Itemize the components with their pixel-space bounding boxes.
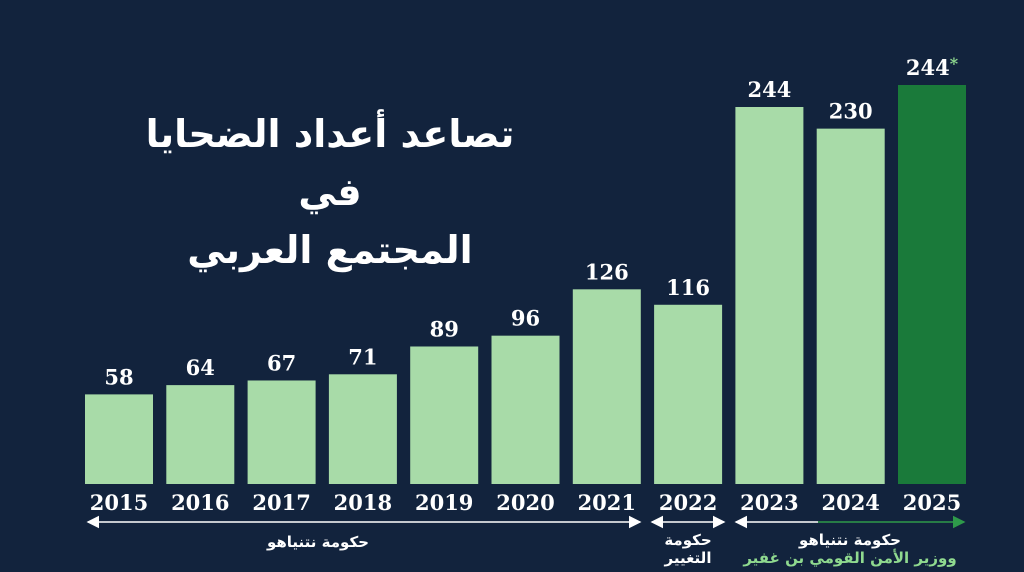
value-label-2025: 244*	[906, 54, 959, 80]
value-label-2017: 67	[267, 350, 296, 375]
bar-2025	[898, 85, 966, 484]
period-sublabel-3: ووزير الأمن القومي بن غفير	[742, 549, 956, 567]
x-tick-2024: 2024	[821, 490, 879, 515]
period-label-2-line-1: حكومة	[664, 531, 711, 549]
period-label-3: حكومة نتنياهو	[798, 531, 901, 549]
x-tick-2016: 2016	[171, 490, 229, 515]
value-label-2023: 244	[747, 77, 791, 102]
asterisk-marker: *	[950, 54, 959, 73]
value-label-2024: 230	[829, 99, 873, 124]
x-tick-2015: 2015	[90, 490, 148, 515]
x-tick-2025: 2025	[903, 490, 961, 515]
x-tick-2021: 2021	[578, 490, 636, 515]
bar-2021	[572, 289, 641, 484]
bar-2024	[816, 128, 885, 484]
value-label-2019: 89	[430, 316, 459, 341]
x-tick-2019: 2019	[415, 490, 473, 515]
bar-2023	[735, 107, 804, 484]
value-label-2020: 96	[511, 306, 540, 331]
period-label-1: حكومة نتنياهو	[266, 533, 369, 551]
value-label-2018: 71	[348, 344, 377, 369]
x-tick-2018: 2018	[334, 490, 392, 515]
x-tick-2020: 2020	[496, 490, 554, 515]
bar-2016	[166, 385, 235, 484]
bar-2022	[654, 304, 723, 484]
title-line-2: المجتمع العربي	[187, 228, 473, 272]
bar-2015	[85, 394, 153, 484]
chart-title: تصاعد أعداد الضحايا في المجتمع العربي	[140, 105, 520, 279]
x-tick-2023: 2023	[740, 490, 798, 515]
value-label-2022: 116	[666, 275, 710, 300]
bar-2018	[328, 374, 397, 484]
bar-2020	[491, 335, 560, 484]
period-annotations: حكومة نتنياهو حكومة التغيير حكومة نتنياه…	[86, 515, 966, 567]
bar-2019	[410, 346, 479, 484]
period-label-2-line-2: التغيير	[664, 549, 712, 567]
value-label-2016: 64	[186, 355, 215, 380]
bar-2017	[247, 380, 316, 484]
x-tick-2017: 2017	[252, 490, 310, 515]
title-line-1: تصاعد أعداد الضحايا في	[145, 112, 515, 214]
value-label-2015: 58	[104, 364, 133, 389]
x-tick-2022: 2022	[659, 490, 717, 515]
value-label-2021: 126	[585, 259, 629, 284]
